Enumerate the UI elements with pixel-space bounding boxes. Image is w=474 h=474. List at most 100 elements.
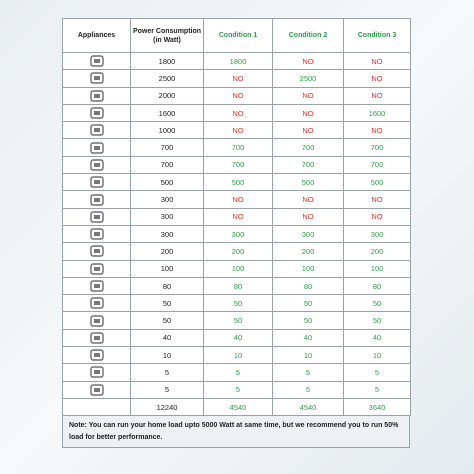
power-cell: 2500 — [130, 69, 204, 88]
appliance-icon — [89, 366, 104, 379]
condition-cell: NO — [343, 207, 411, 226]
condition-cell: NO — [203, 190, 273, 209]
appliance-icon — [89, 176, 104, 188]
condition-cell: 700 — [343, 138, 411, 157]
icon-cell — [62, 311, 131, 330]
header-row: Appliances Power Consumption (in Watt) Con… — [62, 18, 411, 53]
condition-cell: 4540 — [272, 397, 344, 417]
table-container: Appliances Power Consumption (in Watt) Con… — [62, 18, 411, 449]
condition-cell: NO — [203, 69, 273, 88]
table-row: 1800 1800 NO NO — [62, 51, 411, 71]
icon-cell — [62, 121, 131, 140]
table-row: 50 50 50 50 — [62, 311, 411, 330]
condition-cell: 5 — [343, 380, 411, 399]
appliance-icon — [89, 124, 104, 136]
icon-cell — [62, 397, 131, 417]
power-cell: 12240 — [130, 397, 204, 417]
table-row: 500 500 500 500 — [62, 173, 411, 192]
appliance-icon — [89, 55, 104, 67]
icon-cell — [62, 173, 131, 192]
icon-cell — [62, 259, 131, 278]
condition-cell: 80 — [203, 276, 273, 296]
appliance-icon — [89, 228, 104, 240]
table-row: 200 200 200 200 — [62, 242, 411, 261]
note: Note: You can run your home load upto 50… — [62, 416, 410, 449]
condition-cell: 5 — [343, 363, 411, 382]
condition-cell: 4540 — [203, 397, 273, 417]
condition-cell: 40 — [272, 328, 344, 348]
appliance-icon — [89, 90, 104, 102]
table-row: 12240 4540 4540 3640 — [62, 397, 411, 417]
condition-cell: 300 — [203, 224, 273, 244]
appliance-icon — [89, 332, 104, 344]
appliance-icon — [89, 384, 104, 396]
condition-cell: NO — [203, 103, 273, 123]
table-row: 10 10 10 10 — [62, 346, 411, 365]
condition-cell: 700 — [272, 138, 344, 157]
condition-cell: 500 — [272, 173, 344, 192]
power-cell: 50 — [130, 294, 204, 313]
power-cell: 40 — [130, 328, 204, 348]
appliance-icon — [89, 159, 104, 171]
condition-cell: 10 — [343, 346, 411, 365]
condition-cell: 2500 — [272, 69, 344, 88]
condition-cell: 1600 — [343, 103, 411, 123]
condition-cell: NO — [343, 86, 411, 105]
condition-cell: 50 — [343, 311, 411, 330]
condition-cell: 80 — [272, 276, 344, 296]
icon-cell — [62, 207, 131, 226]
power-cell: 500 — [130, 173, 204, 192]
table-row: 1000 NO NO NO — [62, 121, 411, 140]
power-cell: 1600 — [130, 103, 204, 123]
power-cell: 300 — [130, 207, 204, 226]
table-row: 300 NO NO NO — [62, 207, 411, 226]
condition-cell: 40 — [343, 328, 411, 348]
condition-cell: 200 — [343, 242, 411, 261]
power-cell: 5 — [130, 380, 204, 399]
header-cell: Condition 1 — [203, 18, 273, 53]
icon-cell — [62, 69, 131, 88]
condition-cell: 5 — [272, 363, 344, 382]
table-row: 300 NO NO NO — [62, 190, 411, 209]
table-row: 40 40 40 40 — [62, 328, 411, 348]
table-row: 50 50 50 50 — [62, 294, 411, 313]
appliance-icon — [89, 211, 104, 223]
condition-cell: NO — [203, 86, 273, 105]
table-row: 2000 NO NO NO — [62, 86, 411, 105]
appliance-icon — [89, 297, 104, 309]
appliance-icon — [89, 280, 104, 292]
condition-cell: NO — [343, 121, 411, 140]
icon-cell — [62, 190, 131, 209]
icon-cell — [62, 380, 131, 399]
condition-cell: 700 — [203, 138, 273, 157]
condition-cell: 40 — [203, 328, 273, 348]
condition-cell: 700 — [343, 155, 411, 175]
header-cell: Condition 3 — [343, 18, 411, 53]
condition-cell: 3640 — [343, 397, 411, 417]
appliance-table: Appliances Power Consumption (in Watt) Con… — [62, 18, 411, 417]
appliance-icon — [89, 142, 104, 154]
appliance-icon — [89, 314, 104, 327]
table-body: 1800 1800 NO NO 2500 NO 2500 NO 2000 NO NO NO 1600 NO… — [62, 51, 411, 417]
condition-cell: 200 — [203, 242, 273, 261]
condition-cell: 500 — [203, 173, 273, 192]
condition-cell: 5 — [272, 380, 344, 399]
appliance-icon — [89, 193, 104, 206]
condition-cell: NO — [343, 190, 411, 209]
icon-cell — [62, 155, 131, 175]
condition-cell: 5 — [203, 380, 273, 399]
appliance-icon — [89, 72, 104, 85]
table-row: 2500 NO 2500 NO — [62, 69, 411, 88]
table-row: 80 80 80 80 — [62, 276, 411, 296]
header-cell: Appliances — [62, 18, 131, 53]
condition-cell: NO — [272, 207, 344, 226]
condition-cell: 300 — [343, 224, 411, 244]
condition-cell: NO — [272, 86, 344, 105]
icon-cell — [62, 86, 131, 105]
condition-cell: 10 — [272, 346, 344, 365]
icon-cell — [62, 242, 131, 261]
icon-cell — [62, 51, 131, 71]
